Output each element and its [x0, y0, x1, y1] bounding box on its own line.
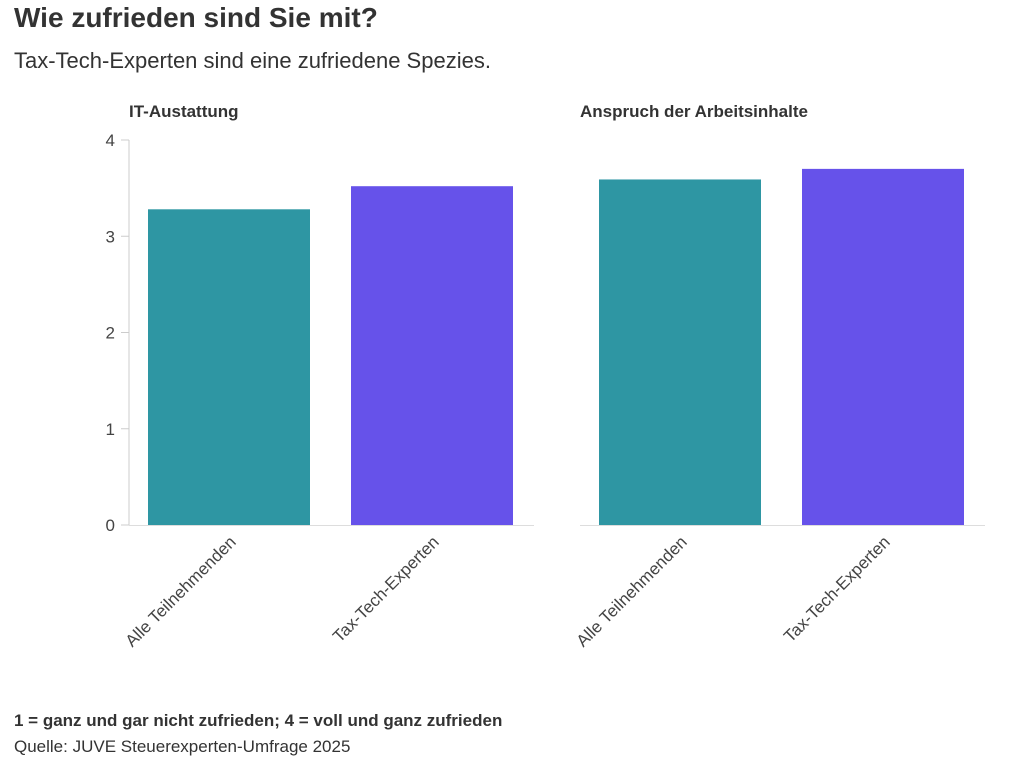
y-tick-label: 4: [106, 131, 115, 150]
bar-alle-teilnehmenden: [599, 179, 761, 525]
bar-tax-tech-experten: [351, 186, 513, 525]
chart-subtitle: Tax-Tech-Experten sind eine zufriedene S…: [14, 48, 491, 73]
y-tick-label: 1: [106, 420, 115, 439]
bar-tax-tech-experten: [802, 168, 964, 525]
x-tick-label: Alle Teilnehmenden: [573, 532, 691, 650]
panel-title: Anspruch der Arbeitsinhalte: [580, 102, 808, 121]
scale-note: 1 = ganz und gar nicht zufrieden; 4 = vo…: [14, 711, 503, 730]
source-note: Quelle: JUVE Steuerexperten-Umfrage 2025: [14, 737, 351, 756]
bar-chart: 0 1 2 3 4 IT-Austattung Alle Teilnehmenden Tax-…: [106, 102, 985, 651]
x-tick-label: Tax-Tech-Experten: [780, 532, 894, 646]
bar-alle-teilnehmenden: [148, 209, 310, 526]
x-tick-label: Tax-Tech-Experten: [329, 532, 443, 646]
chart-title: Wie zufrieden sind Sie mit?: [14, 2, 378, 33]
x-tick-label: Alle Teilnehmenden: [122, 532, 240, 650]
y-tick-label: 2: [106, 324, 115, 343]
y-tick-label: 3: [106, 227, 115, 246]
y-tick-label: 0: [106, 516, 115, 535]
panel-title: IT-Austattung: [129, 102, 239, 121]
